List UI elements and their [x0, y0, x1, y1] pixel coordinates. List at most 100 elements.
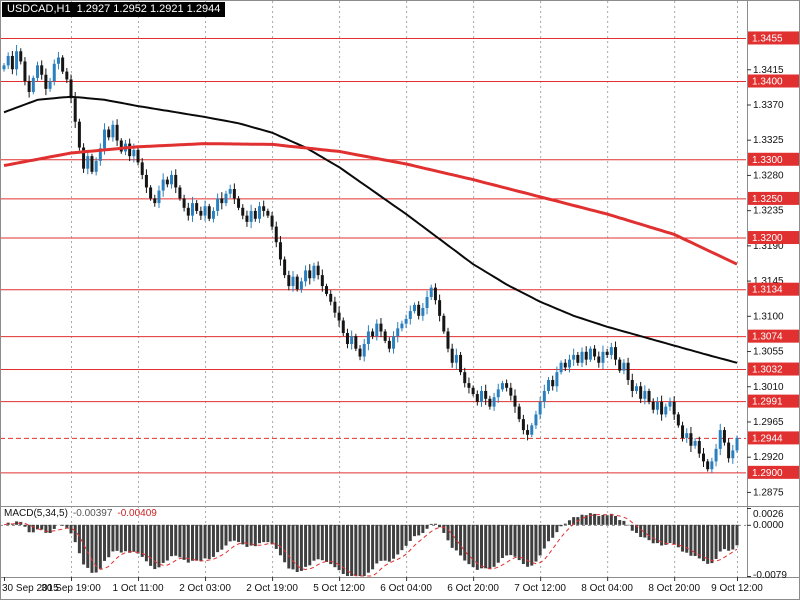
candle-body — [630, 379, 634, 391]
candle-body — [400, 323, 404, 329]
candle-body — [433, 287, 437, 301]
candle-body — [672, 401, 676, 415]
candle-body — [316, 265, 320, 276]
candle-body — [228, 189, 232, 194]
candle-body — [509, 387, 513, 396]
candle-body — [312, 265, 316, 279]
price-tag-label: 1.2991 — [752, 397, 783, 408]
candle-body — [262, 206, 266, 211]
candle-body — [651, 401, 655, 410]
candle-body — [320, 275, 324, 287]
candle-body — [505, 383, 509, 388]
candle-body — [295, 276, 299, 290]
price-tick-label: 1.2920 — [753, 452, 784, 463]
price-tag-label: 1.3200 — [752, 233, 783, 244]
level-lines[interactable] — [0, 37, 746, 474]
candle-body — [513, 395, 517, 407]
macd-label: MACD(5,34,5) — [4, 508, 68, 519]
macd-indicator-caption: MACD(5,34,5) -0.00397 -0.00409 — [4, 508, 157, 519]
candle-body — [664, 406, 668, 415]
candle-body — [484, 390, 488, 399]
price-tag-label: 1.3455 — [752, 33, 783, 44]
candle-body — [270, 215, 274, 227]
price-tick-label: 1.3415 — [753, 65, 784, 76]
ma-black — [3, 95, 738, 364]
candle-body — [358, 348, 362, 357]
symbol-timeframe-label: USDCAD,H1 — [7, 3, 71, 15]
candle-body — [245, 215, 249, 222]
candle-body — [258, 206, 262, 219]
candle-body — [655, 401, 659, 410]
candle-body — [622, 362, 626, 371]
price-tag — [748, 465, 799, 479]
price-tag — [748, 394, 799, 408]
price-tag — [748, 431, 799, 445]
candle-body — [291, 276, 295, 287]
price-tags: 1.3455 1.3400 1.3300 1.3250 1.3200 1.3134 1.30… — [748, 31, 799, 479]
candle-body — [634, 386, 638, 391]
macd-signal-line — [3, 514, 738, 577]
candle-body — [584, 351, 588, 360]
price-tag-label: 1.2900 — [752, 468, 783, 479]
price-tick-label: 1.3325 — [753, 135, 784, 146]
candle-body — [639, 386, 643, 399]
candle-body — [701, 453, 705, 462]
candles-layer — [2, 45, 739, 473]
candle-body — [157, 190, 161, 204]
ohlc-values: 1.2927 1.2952 1.2921 1.2944 — [76, 3, 221, 15]
candle-body — [36, 65, 40, 78]
price-tag-label: 1.3134 — [752, 285, 783, 296]
candle-body — [337, 312, 341, 321]
candle-body — [572, 354, 576, 360]
price-tick-label: 1.3280 — [753, 170, 784, 181]
candle-body — [429, 287, 433, 298]
candle-body — [19, 51, 23, 62]
candle-body — [220, 198, 224, 204]
candle-body — [203, 206, 207, 216]
candle-body — [31, 77, 35, 92]
candle-body — [551, 379, 555, 387]
candle-body — [304, 270, 308, 282]
candle-body — [601, 351, 605, 363]
candle-body — [408, 311, 412, 319]
candle-body — [371, 331, 375, 337]
price-tick-label: 1.3100 — [753, 311, 784, 322]
macd-main-value: -0.00397 — [72, 508, 113, 519]
candle-body — [199, 210, 203, 216]
price-tag-label: 1.3300 — [752, 155, 783, 166]
candle-body — [404, 318, 408, 324]
candle-body — [350, 336, 354, 344]
candle-body — [417, 304, 421, 316]
chart-title: USDCAD,H1 1.2927 1.2952 1.2921 1.2944 — [2, 2, 226, 17]
time-tick-label: 6 Oct 20:00 — [447, 583, 499, 594]
candle-body — [48, 81, 52, 89]
candle-body — [488, 398, 492, 407]
candle-body — [626, 362, 630, 380]
candle-body — [186, 207, 190, 216]
candle-body — [366, 331, 370, 344]
candle-body — [609, 347, 613, 355]
candle-body — [547, 379, 551, 391]
candle-body — [521, 419, 525, 431]
candle-body — [325, 286, 329, 294]
time-tick-label: 8 Oct 04:00 — [581, 583, 633, 594]
candle-body — [438, 300, 442, 316]
candle-body — [82, 147, 86, 169]
price-axis[interactable]: 1.3415 1.3370 1.3325 1.3280 1.3235 1.3190 1.31… — [747, 65, 784, 499]
candle-body — [647, 390, 651, 402]
candle-body — [375, 323, 379, 337]
candle-body — [681, 425, 685, 438]
candle-body — [722, 430, 726, 443]
time-tick-label: 5 Oct 12:00 — [313, 583, 365, 594]
candle-body — [530, 425, 534, 435]
candle-body — [492, 397, 496, 407]
candle-body — [576, 354, 580, 363]
candle-body — [27, 81, 31, 92]
candle-body — [676, 414, 680, 426]
candle-body — [56, 57, 60, 64]
candle-body — [174, 174, 178, 188]
